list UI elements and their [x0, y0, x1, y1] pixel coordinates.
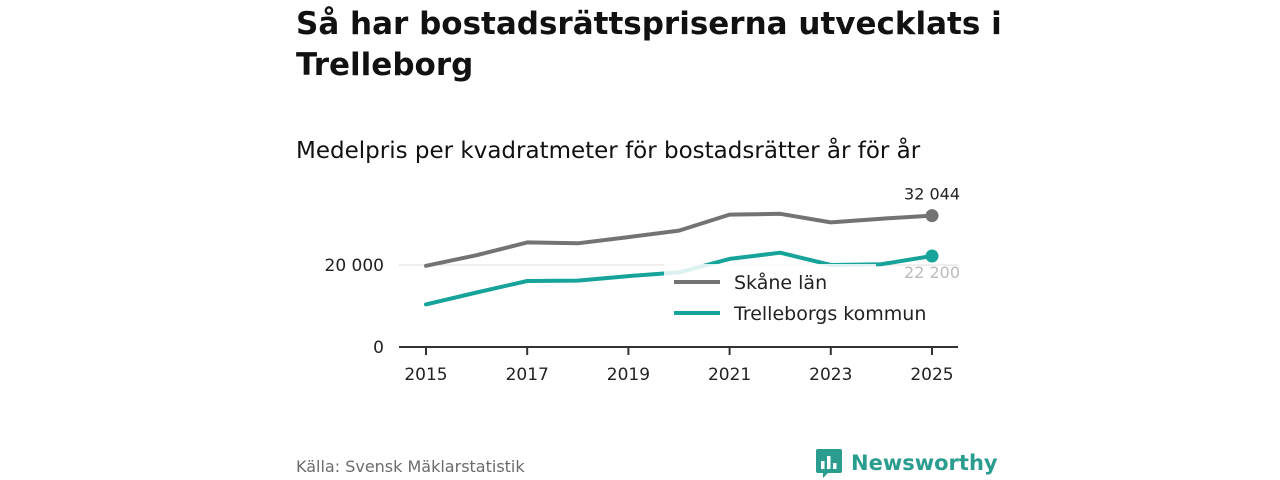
bar-chart-logo-icon [816, 449, 842, 478]
x-tick-label: 2019 [607, 365, 650, 385]
series-end-point [925, 209, 939, 223]
y-tick-label: 0 [373, 338, 384, 358]
x-tick-label: 2015 [404, 365, 447, 385]
page-title: Så har bostadsrättspriserna utvecklats i… [296, 6, 1002, 83]
series-end-label: 32 044 [904, 185, 960, 204]
legend-background [664, 264, 876, 328]
y-tick-label: 20 000 [325, 256, 384, 276]
series-end-point [925, 249, 939, 263]
x-tick-label: 2025 [910, 365, 953, 385]
brand-name: Newsworthy [851, 451, 998, 475]
x-tick-label: 2017 [506, 365, 549, 385]
chart-subtitle: Medelpris per kvadratmeter för bostadsrä… [296, 138, 921, 164]
legend-label: Trelleborgs kommun [733, 303, 926, 325]
brand-logo: Newsworthy [815, 447, 998, 479]
x-tick-label: 2023 [809, 365, 852, 385]
series-end-label: 22 200 [904, 263, 960, 282]
series-line [424, 211, 934, 268]
legend-label: Skåne län [734, 271, 827, 294]
x-tick-label: 2021 [708, 365, 751, 385]
source-note: Källa: Svensk Mäklarstatistik [296, 457, 525, 476]
